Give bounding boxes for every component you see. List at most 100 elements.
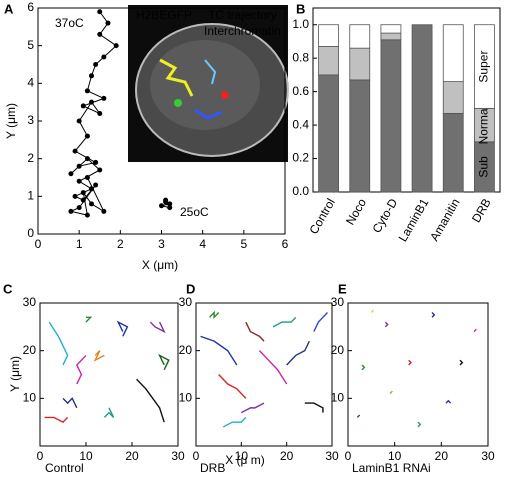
point bbox=[163, 199, 169, 205]
trajectory bbox=[44, 416, 69, 424]
x-tick-label: 30 bbox=[325, 449, 339, 463]
trajectory bbox=[459, 359, 464, 366]
trajectory bbox=[313, 312, 328, 332]
y-tick-label: 2 bbox=[27, 151, 34, 165]
point bbox=[89, 99, 95, 105]
x-tick-label: 20 bbox=[125, 449, 139, 463]
bar-segment bbox=[380, 39, 402, 193]
x-axis-label: X (μm) bbox=[142, 258, 178, 272]
bar-segment bbox=[380, 24, 402, 34]
trajectory bbox=[93, 350, 105, 362]
x-tick-label: 1 bbox=[76, 237, 83, 251]
x-tick-label: 0 bbox=[37, 449, 44, 463]
x-tick-label: DRB bbox=[469, 196, 494, 225]
x-tick-label: 20 bbox=[435, 449, 449, 463]
point bbox=[84, 156, 90, 162]
x-tick-label: Amanitin bbox=[427, 196, 462, 243]
trajectory bbox=[85, 316, 93, 323]
y-tick-label: 0.8 bbox=[292, 50, 309, 64]
y-tick-label: 30 bbox=[179, 295, 193, 309]
point bbox=[84, 175, 90, 180]
point bbox=[72, 193, 78, 199]
bar-segment bbox=[318, 24, 339, 47]
point bbox=[97, 167, 103, 173]
y-axis-label: Y (μm) bbox=[8, 356, 22, 392]
point bbox=[101, 208, 107, 214]
panel-label: B bbox=[296, 1, 305, 16]
y-tick-label: 20 bbox=[331, 343, 345, 357]
y-axis-label: Y (μm) bbox=[4, 103, 18, 139]
bar-segment bbox=[411, 24, 433, 193]
trajectory bbox=[361, 364, 366, 371]
y-tick-label: 30 bbox=[331, 295, 345, 309]
x-tick-label: 20 bbox=[280, 449, 294, 463]
x-tick-label: 0 bbox=[193, 449, 200, 463]
point bbox=[89, 73, 95, 79]
panel-caption: DRB bbox=[200, 461, 225, 475]
plot-frame bbox=[39, 302, 179, 447]
x-tick-label: Cyto-D bbox=[369, 196, 400, 236]
trajectory bbox=[258, 350, 288, 385]
annotation: TC trajectory bbox=[208, 8, 277, 22]
point bbox=[93, 182, 99, 188]
panel-label: A bbox=[4, 1, 14, 16]
point bbox=[101, 95, 107, 101]
bar-segment bbox=[442, 81, 464, 114]
y-tick-label: 10 bbox=[179, 391, 193, 405]
point bbox=[93, 159, 99, 165]
x-tick-label: 6 bbox=[282, 237, 289, 251]
x-tick-label: 10 bbox=[79, 449, 93, 463]
point bbox=[105, 20, 111, 26]
y-tick-label: 20 bbox=[23, 343, 37, 357]
panel-label: E bbox=[338, 281, 347, 296]
trajectory bbox=[417, 421, 422, 428]
x-tick-label: 30 bbox=[481, 449, 495, 463]
point bbox=[113, 43, 119, 49]
trajectory bbox=[116, 320, 129, 337]
bar-segment bbox=[442, 112, 464, 193]
x-axis-label: X (μ m) bbox=[225, 453, 265, 467]
trajectory bbox=[245, 321, 265, 342]
trajectory bbox=[149, 321, 166, 334]
bar-segment bbox=[442, 24, 464, 82]
y-tick-label: 10 bbox=[331, 391, 345, 405]
legend-label: Sub bbox=[477, 156, 491, 178]
point bbox=[93, 62, 99, 67]
y-tick-label: 10 bbox=[23, 391, 37, 405]
panel-caption: Control bbox=[45, 461, 84, 475]
trajectory bbox=[445, 399, 452, 404]
y-tick-label: 3 bbox=[27, 113, 34, 127]
y-tick-label: 6 bbox=[27, 0, 34, 14]
point bbox=[80, 190, 86, 196]
panel-label: D bbox=[186, 281, 195, 296]
trajectory bbox=[241, 402, 265, 414]
bar-segment bbox=[349, 24, 371, 49]
x-tick-label: 30 bbox=[171, 449, 185, 463]
plot-frame bbox=[312, 7, 501, 193]
trajectory bbox=[431, 312, 436, 318]
trajectory bbox=[384, 321, 389, 328]
trajectory bbox=[209, 310, 220, 320]
y-tick-label: 30 bbox=[23, 295, 37, 309]
trajectory bbox=[158, 353, 170, 371]
trajectory bbox=[48, 321, 69, 366]
bar-segment bbox=[318, 74, 339, 193]
plot-frame bbox=[347, 302, 489, 447]
point bbox=[84, 133, 90, 139]
x-tick-label: 10 bbox=[388, 449, 402, 463]
point bbox=[76, 118, 82, 124]
point bbox=[89, 186, 95, 192]
point bbox=[97, 31, 103, 37]
bar-segment bbox=[349, 79, 371, 193]
trajectory bbox=[304, 402, 324, 413]
trajectory bbox=[408, 359, 412, 366]
trajectory bbox=[389, 390, 393, 395]
y-tick-label: 0 bbox=[27, 226, 34, 240]
point bbox=[84, 212, 90, 218]
annotation: H2BEGFP bbox=[136, 8, 192, 22]
x-tick-label: 2 bbox=[117, 237, 124, 251]
bar-segment bbox=[474, 24, 495, 109]
y-tick-label: 0.4 bbox=[292, 117, 309, 131]
point bbox=[84, 88, 90, 94]
point bbox=[68, 171, 74, 177]
